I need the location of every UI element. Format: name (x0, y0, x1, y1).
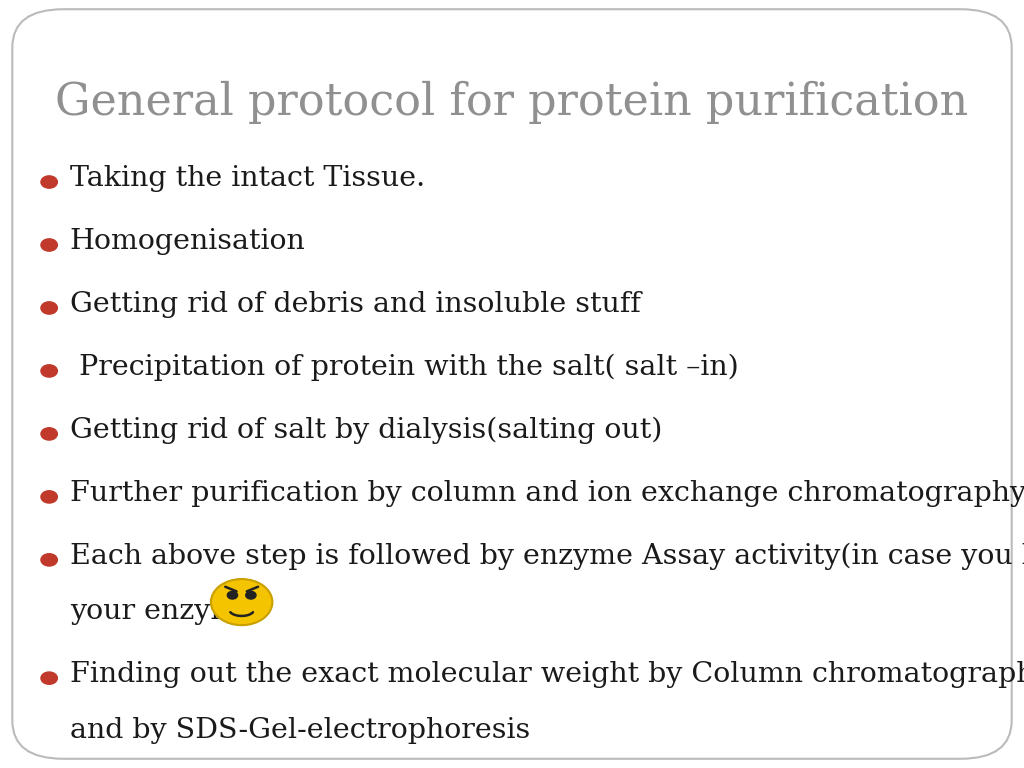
Text: and by SDS-Gel-electrophoresis: and by SDS-Gel-electrophoresis (70, 717, 529, 743)
Text: your enzyme: your enzyme (70, 598, 263, 625)
FancyBboxPatch shape (12, 9, 1012, 759)
Text: Precipitation of protein with the salt( salt –in): Precipitation of protein with the salt( … (70, 354, 738, 382)
Circle shape (227, 591, 238, 599)
Text: Each above step is followed by enzyme Assay activity(in case you lost: Each above step is followed by enzyme As… (70, 543, 1024, 571)
Text: General protocol for protein purification: General protocol for protein purificatio… (55, 81, 969, 124)
Circle shape (246, 591, 256, 599)
Circle shape (41, 302, 57, 314)
Text: Homogenisation: Homogenisation (70, 228, 305, 255)
Circle shape (41, 428, 57, 440)
Text: Getting rid of debris and insoluble stuff: Getting rid of debris and insoluble stuf… (70, 291, 640, 318)
Circle shape (41, 239, 57, 251)
Text: Getting rid of salt by dialysis(salting out): Getting rid of salt by dialysis(salting … (70, 417, 662, 445)
Circle shape (41, 672, 57, 684)
Text: Finding out the exact molecular weight by Column chromatography: Finding out the exact molecular weight b… (70, 661, 1024, 688)
Circle shape (41, 365, 57, 377)
Text: Further purification by column and ion exchange chromatography ,: Further purification by column and ion e… (70, 480, 1024, 507)
Circle shape (41, 491, 57, 503)
Circle shape (41, 554, 57, 566)
Circle shape (211, 579, 272, 625)
Circle shape (41, 176, 57, 188)
Text: Taking the intact Tissue.: Taking the intact Tissue. (70, 165, 425, 192)
